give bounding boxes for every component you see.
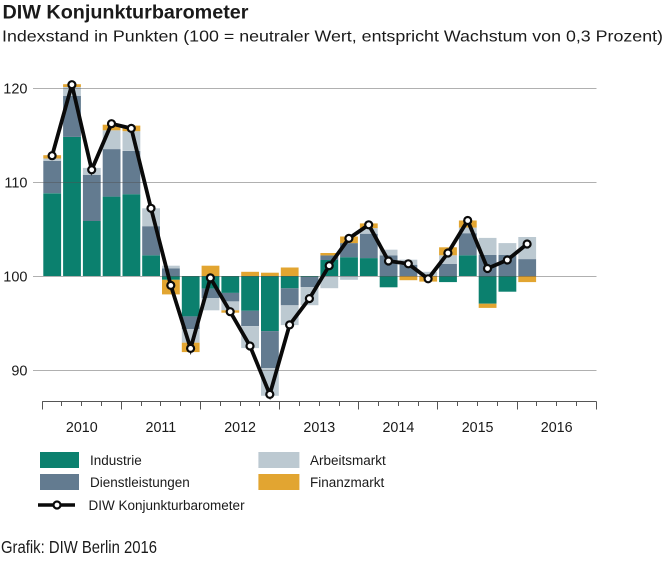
svg-text:Industrie: Industrie [90,453,142,468]
svg-text:2013: 2013 [303,420,335,436]
svg-text:DIW Konjunkturbarometer: DIW Konjunkturbarometer [89,498,246,513]
svg-text:90: 90 [11,364,27,380]
svg-text:Grafik: DIW Berlin 2016: Grafik: DIW Berlin 2016 [1,537,157,557]
svg-text:110: 110 [4,176,27,192]
svg-text:2016: 2016 [541,420,573,436]
svg-text:2011: 2011 [146,420,177,436]
svg-text:DIW Konjunkturbarometer: DIW Konjunkturbarometer [3,2,250,23]
svg-text:Finanzmarkt: Finanzmarkt [310,475,385,490]
svg-text:2015: 2015 [462,420,494,436]
svg-text:2012: 2012 [224,420,256,436]
svg-text:Dienstleistungen: Dienstleistungen [90,475,190,490]
svg-text:Indexstand in Punkten (100 = n: Indexstand in Punkten (100 = neutraler W… [2,29,663,46]
svg-text:120: 120 [3,82,27,98]
svg-text:2014: 2014 [382,420,414,436]
svg-text:2010: 2010 [66,420,98,436]
svg-text:100: 100 [3,270,27,286]
svg-text:Arbeitsmarkt: Arbeitsmarkt [310,453,386,468]
